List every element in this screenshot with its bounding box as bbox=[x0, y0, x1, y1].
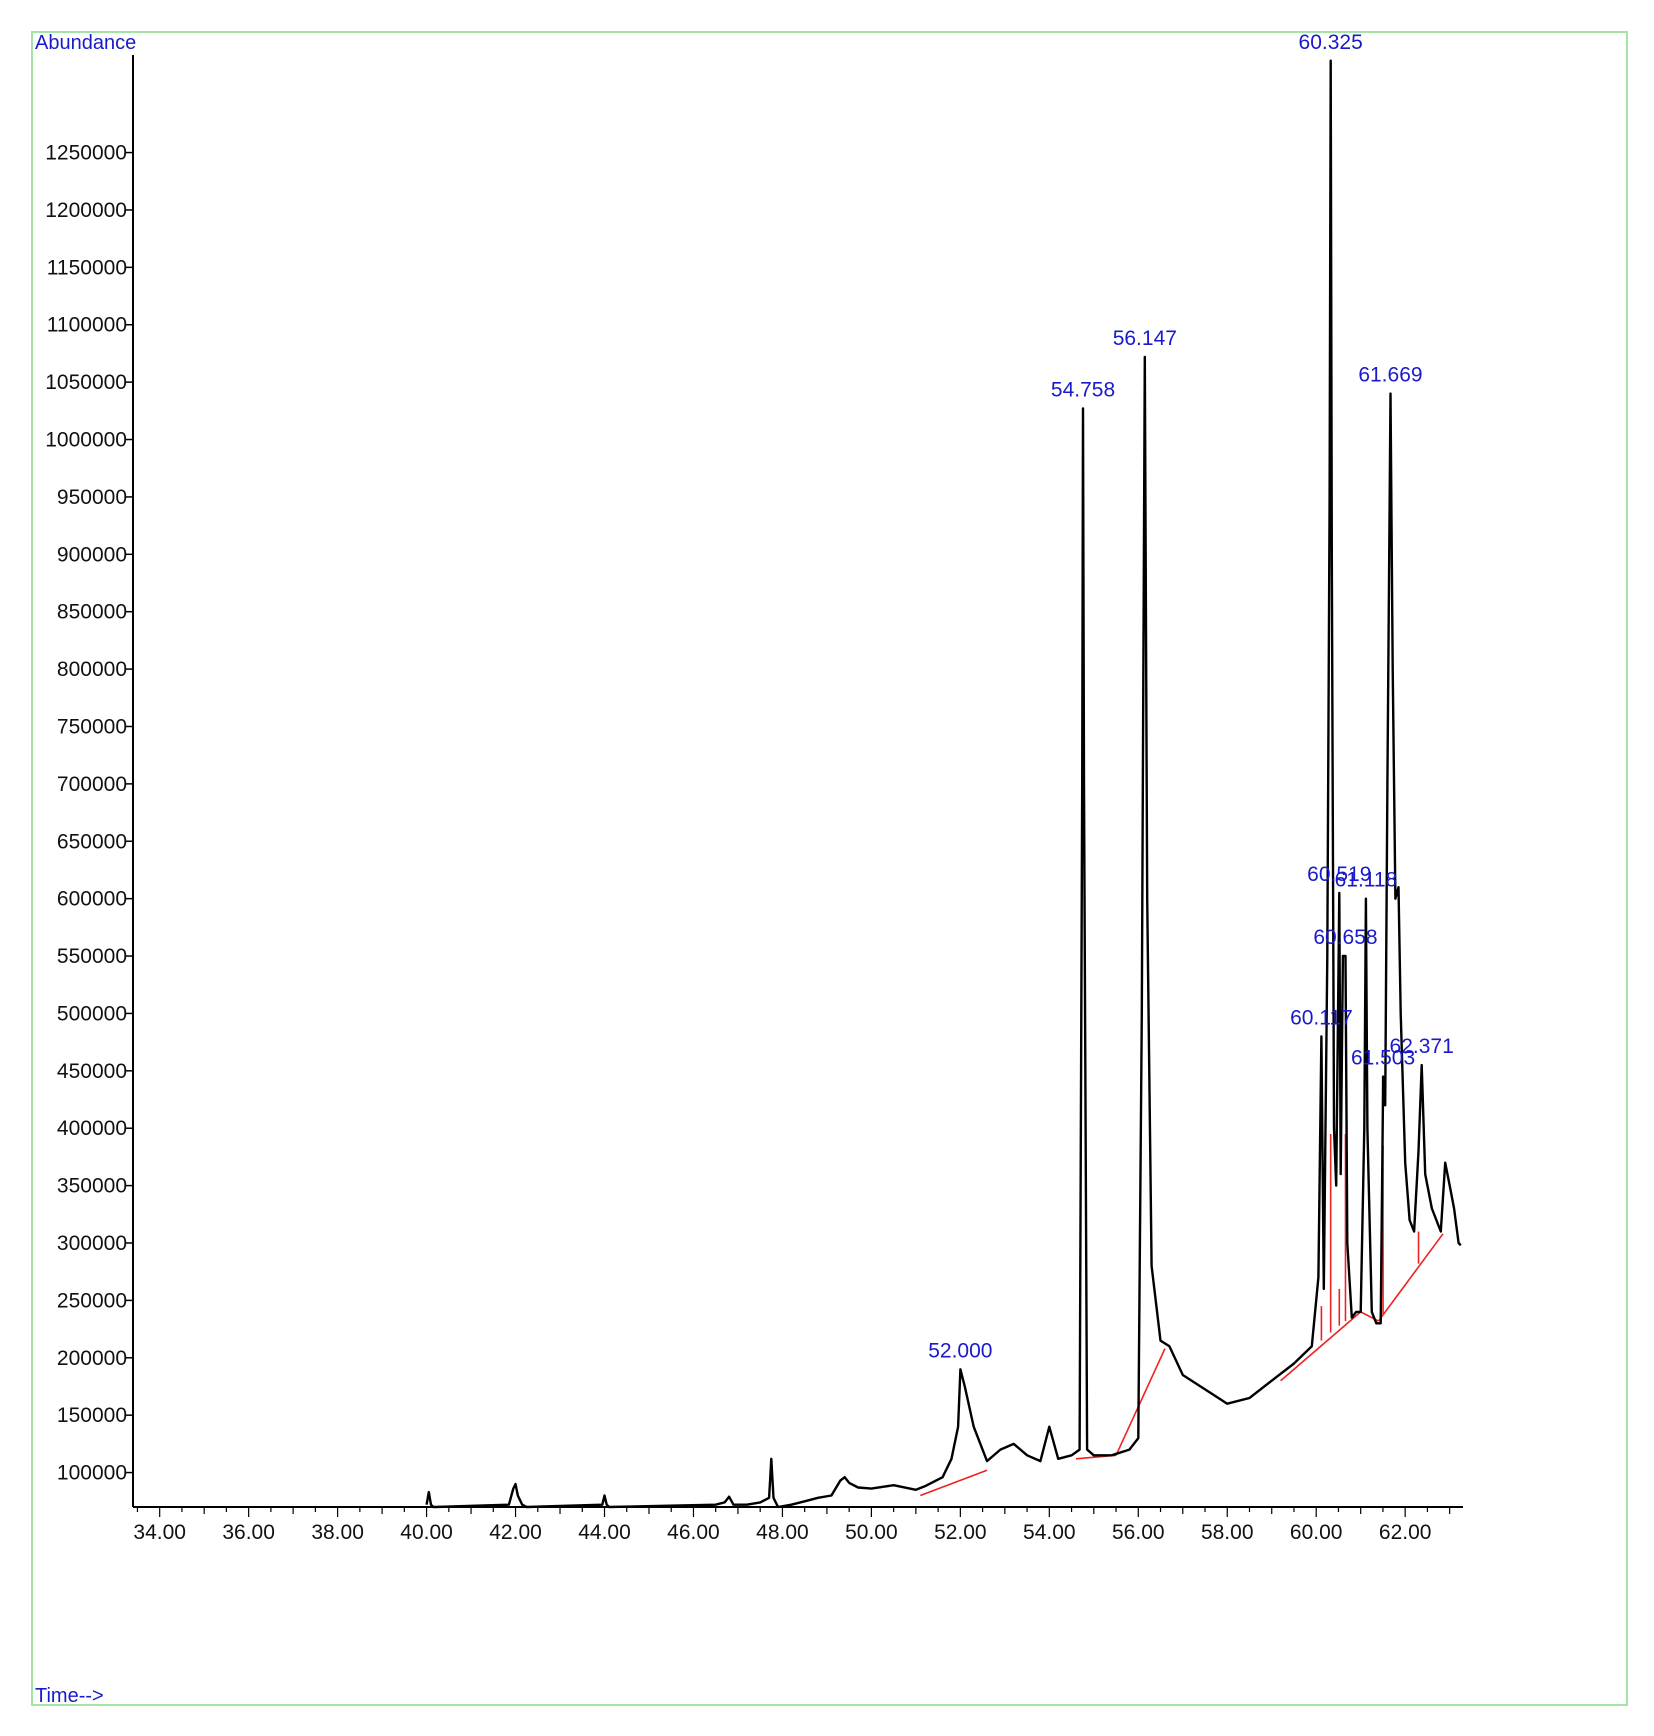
x-tick-label: 34.00 bbox=[133, 1521, 186, 1544]
peak-label: 60.117 bbox=[1290, 1006, 1353, 1029]
y-tick-label: 1100000 bbox=[47, 314, 127, 337]
chart-frame: 100000 150000 200000 250000 300000 350000 4000… bbox=[31, 31, 1628, 1707]
x-tick-label: 44.00 bbox=[578, 1521, 631, 1544]
peak-label: 54.758 bbox=[1051, 379, 1115, 402]
x-tick-label: 60.00 bbox=[1290, 1521, 1343, 1544]
baseline-segment bbox=[920, 1469, 988, 1497]
x-tick-label: 58.00 bbox=[1201, 1521, 1254, 1544]
y-tick-label: 400000 bbox=[57, 1117, 127, 1140]
y-tick-label: 1150000 bbox=[47, 256, 127, 279]
y-tick-label: 950000 bbox=[57, 486, 127, 509]
x-tick-label: 42.00 bbox=[489, 1521, 542, 1544]
baseline-segment bbox=[1377, 1233, 1444, 1322]
x-tick-label: 36.00 bbox=[222, 1521, 275, 1544]
y-tick-label: 300000 bbox=[57, 1232, 127, 1255]
trace-layer bbox=[425, 59, 1462, 1509]
x-tick-label: 50.00 bbox=[845, 1521, 898, 1544]
y-tick-label: 450000 bbox=[57, 1060, 127, 1083]
y-tick-label: 1250000 bbox=[45, 142, 127, 165]
peak-label: 61.503 bbox=[1351, 1047, 1415, 1070]
peak-label: 61.118 bbox=[1335, 869, 1398, 892]
x-tick-label: 56.00 bbox=[1112, 1521, 1165, 1544]
peak-label: 60.658 bbox=[1313, 926, 1377, 949]
y-tick-label: 250000 bbox=[57, 1289, 127, 1312]
y-axis-title: Abundance bbox=[35, 33, 136, 54]
x-axis: 34.00 36.00 38.00 40.00 42.00 44.00 46.00 48.00… bbox=[133, 1506, 1463, 1544]
y-tick-label: 650000 bbox=[57, 830, 127, 853]
peak-label: 56.147 bbox=[1113, 327, 1177, 350]
y-tick-label: 550000 bbox=[57, 945, 127, 968]
x-axis-title: Time--> bbox=[35, 1685, 104, 1707]
y-axis: 100000 150000 200000 250000 300000 350000 4000… bbox=[45, 55, 134, 1507]
y-tick-label: 1000000 bbox=[45, 429, 127, 452]
baseline-layer bbox=[920, 1133, 1444, 1497]
y-tick-label: 150000 bbox=[57, 1404, 127, 1427]
y-tick-label: 350000 bbox=[57, 1175, 127, 1198]
y-tick-label: 750000 bbox=[57, 715, 127, 738]
x-tick-label: 38.00 bbox=[311, 1521, 364, 1544]
peak-label: 61.669 bbox=[1358, 364, 1422, 387]
y-tick-label: 200000 bbox=[57, 1347, 127, 1370]
x-tick-label: 46.00 bbox=[667, 1521, 720, 1544]
y-tick-label: 900000 bbox=[57, 543, 127, 566]
y-tick-label: 850000 bbox=[57, 601, 127, 624]
x-tick-label: 62.00 bbox=[1379, 1521, 1432, 1544]
baseline-segment bbox=[1280, 1311, 1362, 1382]
peak-label: 52.000 bbox=[928, 1339, 992, 1362]
y-tick-label: 600000 bbox=[57, 888, 127, 911]
x-tick-label: 40.00 bbox=[400, 1521, 453, 1544]
chromatogram-trace bbox=[425, 59, 1462, 1509]
x-tick-label: 48.00 bbox=[756, 1521, 809, 1544]
y-tick-label: 100000 bbox=[57, 1462, 127, 1485]
peak-label: 60.519 bbox=[1307, 863, 1371, 886]
peak-labels: 52.000 54.758 56.147 60.325 61.669 60.51961.1… bbox=[928, 33, 1454, 1362]
peak-label: 60.325 bbox=[1299, 33, 1363, 54]
y-tick-label: 500000 bbox=[57, 1002, 127, 1025]
y-tick-label: 1050000 bbox=[45, 371, 127, 394]
chromatogram-chart: 100000 150000 200000 250000 300000 350000 4000… bbox=[35, 33, 1463, 1707]
baseline-segment bbox=[1115, 1348, 1166, 1456]
y-tick-label: 1200000 bbox=[45, 199, 127, 222]
x-tick-label: 54.00 bbox=[1023, 1521, 1076, 1544]
x-tick-label: 52.00 bbox=[934, 1521, 987, 1544]
peak-label: 62.371 bbox=[1390, 1035, 1454, 1058]
y-tick-label: 700000 bbox=[57, 773, 127, 796]
y-tick-label: 800000 bbox=[57, 658, 127, 681]
